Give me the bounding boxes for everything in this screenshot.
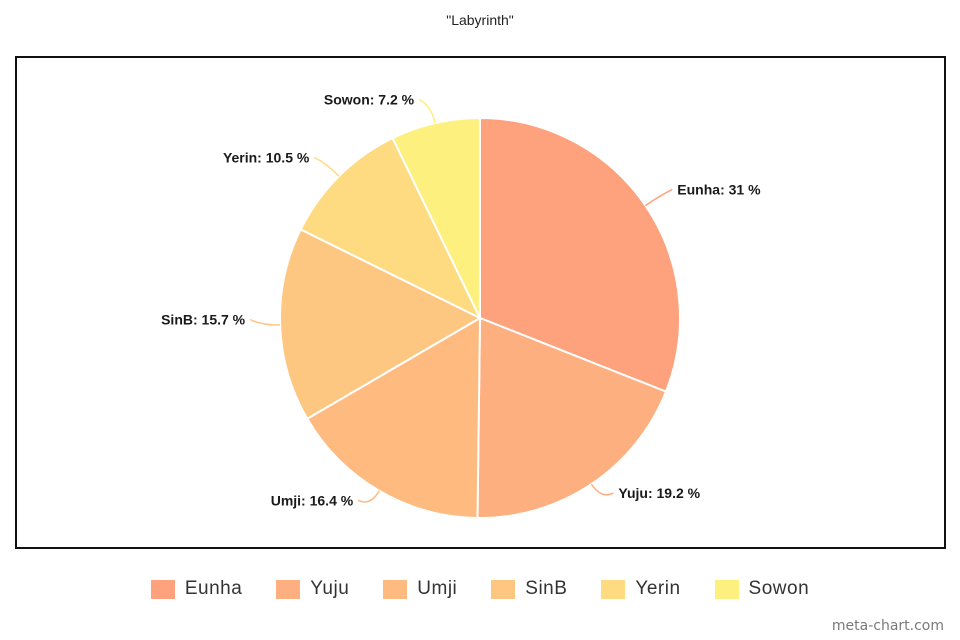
legend: Eunha Yuju Umji SinB Yerin Sowon — [0, 578, 960, 600]
legend-swatch — [276, 579, 301, 599]
slice-label-sinb: SinB: 15.7 % — [161, 312, 246, 328]
label-connector-yuju — [590, 483, 614, 496]
pie-slice-sinb — [279, 228, 483, 421]
slice-label-yerin: Yerin: 10.5 % — [223, 149, 310, 165]
legend-swatch — [150, 579, 175, 599]
legend-item-yerin[interactable]: Yerin — [601, 578, 680, 600]
label-connector-umji — [357, 490, 380, 503]
legend-label: Sowon — [748, 578, 810, 599]
label-connector-eunha — [644, 188, 673, 207]
legend-label: Umji — [417, 578, 458, 599]
pie-slice-sowon — [391, 116, 481, 319]
pie-chart: Eunha: 31 % Yuju: 19.2 % Umji: 16.4 % SinB:… — [161, 92, 761, 519]
slice-label-sowon: Sowon: 7.2 % — [324, 92, 415, 108]
legend-item-yuju[interactable]: Yuju — [276, 578, 349, 600]
slice-label-yuju: Yuju: 19.2 % — [618, 485, 700, 501]
pie-slice-yuju — [476, 316, 668, 519]
legend-item-eunha[interactable]: Eunha — [150, 578, 243, 600]
pie-slice-eunha — [479, 116, 681, 393]
pie-labels: Eunha: 31 % Yuju: 19.2 % Umji: 16.4 % SinB:… — [161, 92, 761, 509]
pie-slice-yerin — [299, 136, 483, 321]
plot-frame — [15, 56, 946, 549]
legend-label: Yerin — [635, 578, 681, 599]
legend-swatch — [714, 579, 739, 599]
label-connector-sinb — [249, 318, 281, 326]
label-connector-yerin — [314, 156, 340, 177]
legend-item-umji[interactable]: Umji — [383, 578, 457, 600]
watermark: meta-chart.com — [831, 618, 944, 634]
slice-label-eunha: Eunha: 31 % — [677, 181, 761, 197]
legend-label: Yuju — [310, 578, 350, 599]
label-connector-sowon — [418, 98, 436, 124]
legend-label: SinB — [525, 578, 568, 599]
legend-swatch — [491, 579, 516, 599]
pie-slices — [279, 116, 681, 519]
legend-label: Eunha — [184, 578, 243, 599]
legend-swatch — [383, 579, 408, 599]
chart-title: "Labyrinth" — [446, 12, 514, 28]
legend-item-sowon[interactable]: Sowon — [714, 578, 810, 600]
legend-swatch — [601, 579, 626, 599]
slice-label-umji: Umji: 16.4 % — [271, 492, 354, 508]
legend-item-sinb[interactable]: SinB — [491, 578, 567, 600]
